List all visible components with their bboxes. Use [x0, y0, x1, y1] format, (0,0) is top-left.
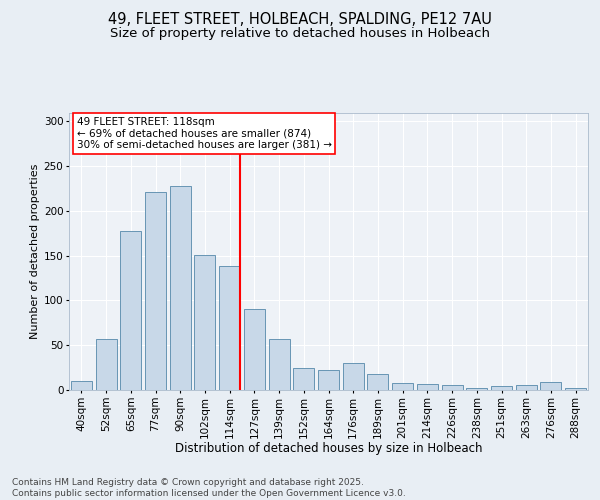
Bar: [269, 339, 290, 390]
Bar: [293, 368, 314, 390]
Bar: [95, 339, 116, 390]
Bar: [392, 383, 413, 390]
Bar: [318, 370, 339, 390]
Bar: [565, 388, 586, 390]
Text: Size of property relative to detached houses in Holbeach: Size of property relative to detached ho…: [110, 28, 490, 40]
Bar: [491, 386, 512, 390]
Bar: [71, 381, 92, 390]
Y-axis label: Number of detached properties: Number of detached properties: [29, 164, 40, 339]
Bar: [244, 310, 265, 390]
Bar: [442, 384, 463, 390]
Bar: [367, 374, 388, 390]
Bar: [145, 192, 166, 390]
Bar: [343, 363, 364, 390]
Text: Contains HM Land Registry data © Crown copyright and database right 2025.
Contai: Contains HM Land Registry data © Crown c…: [12, 478, 406, 498]
Text: 49 FLEET STREET: 118sqm
← 69% of detached houses are smaller (874)
30% of semi-d: 49 FLEET STREET: 118sqm ← 69% of detache…: [77, 116, 332, 150]
Bar: [194, 255, 215, 390]
Bar: [120, 230, 141, 390]
Bar: [417, 384, 438, 390]
Bar: [516, 384, 537, 390]
X-axis label: Distribution of detached houses by size in Holbeach: Distribution of detached houses by size …: [175, 442, 482, 455]
Bar: [170, 186, 191, 390]
Bar: [466, 388, 487, 390]
Bar: [541, 382, 562, 390]
Bar: [219, 266, 240, 390]
Text: 49, FLEET STREET, HOLBEACH, SPALDING, PE12 7AU: 49, FLEET STREET, HOLBEACH, SPALDING, PE…: [108, 12, 492, 28]
